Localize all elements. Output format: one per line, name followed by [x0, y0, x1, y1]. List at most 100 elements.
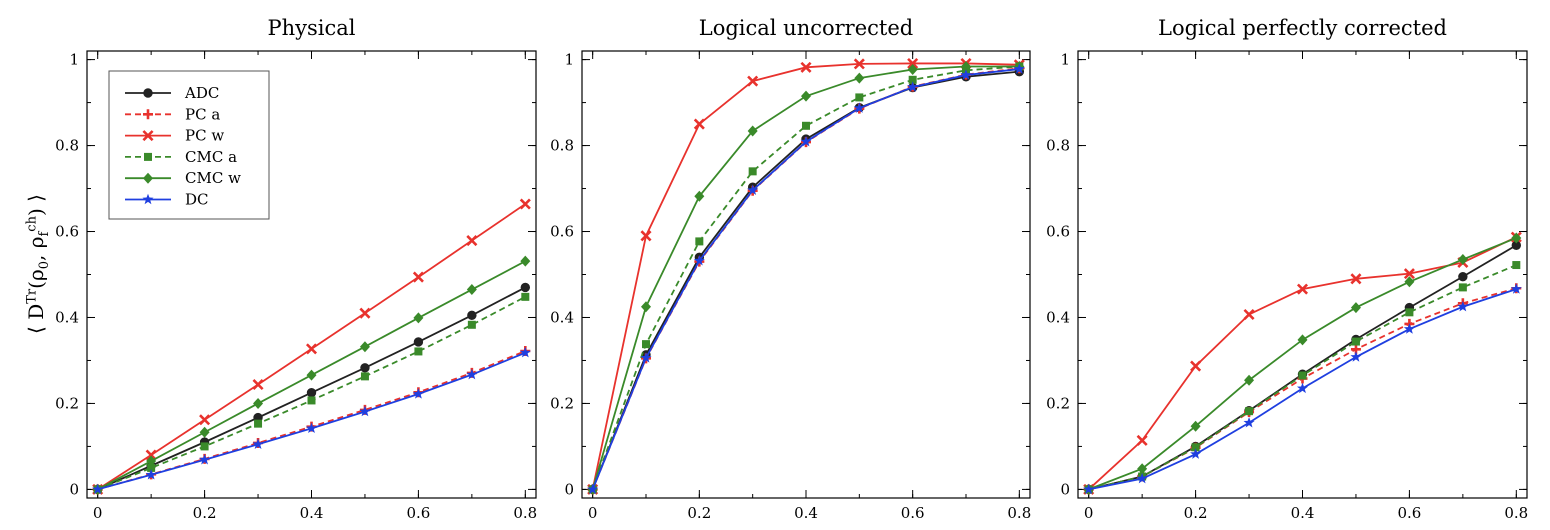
- data-point: [414, 347, 423, 356]
- y-tick-label: 0.6: [55, 223, 79, 241]
- data-point: [147, 463, 156, 472]
- data-point: [1190, 360, 1202, 372]
- data-point: [908, 75, 917, 84]
- legend-marker: [143, 88, 153, 98]
- data-point: [1137, 463, 1148, 475]
- data-point: [1350, 351, 1362, 362]
- series-line: [97, 203, 526, 491]
- legend-box: [108, 70, 270, 220]
- y-tick-label: 0.4: [1046, 308, 1070, 326]
- data-point: [1457, 300, 1469, 312]
- data-point: [1296, 382, 1309, 394]
- data-point: [1013, 63, 1025, 74]
- data-point: [306, 387, 317, 398]
- data-point: [853, 58, 865, 70]
- data-point: [521, 292, 530, 301]
- data-point: [199, 414, 211, 426]
- x-tick-label: 0.6: [1397, 504, 1421, 522]
- data-point: [520, 255, 531, 267]
- data-point: [1190, 448, 1202, 459]
- data-point: [360, 363, 370, 373]
- data-point: [466, 235, 478, 247]
- series-line: [1088, 236, 1517, 491]
- y-tick-label: 1: [564, 51, 574, 69]
- data-point: [1458, 283, 1467, 292]
- data-point: [1298, 371, 1307, 380]
- series-line: [591, 67, 1020, 490]
- data-point: [1190, 420, 1201, 432]
- data-point: [1405, 308, 1414, 317]
- legend-label: DC: [185, 191, 209, 209]
- data-point: [466, 368, 478, 380]
- data-point: [305, 422, 318, 434]
- data-point: [413, 312, 424, 324]
- series-line: [591, 65, 1020, 490]
- x-tick-label: 0.2: [687, 504, 711, 522]
- data-point: [359, 341, 370, 353]
- y-axis-label: ⟨ DTr(ρ0, ρfch) ⟩: [24, 194, 52, 334]
- data-point: [1403, 268, 1415, 280]
- plot-frame: [86, 50, 537, 499]
- data-point: [199, 453, 211, 465]
- data-point: [907, 81, 919, 92]
- data-point: [360, 372, 369, 381]
- data-point: [305, 343, 318, 355]
- x-tick-label: 0.8: [1007, 504, 1031, 522]
- legend-label: PC a: [185, 105, 220, 123]
- y-tick-label: 0.8: [550, 137, 574, 155]
- series-cmc-w: [1083, 232, 1522, 495]
- data-point: [1511, 232, 1522, 244]
- data-point: [306, 369, 317, 381]
- legend-item: PC a: [125, 105, 220, 123]
- data-point: [907, 57, 919, 69]
- data-point: [1136, 472, 1148, 484]
- data-point: [640, 352, 652, 363]
- data-point: [800, 61, 812, 73]
- data-point: [520, 282, 531, 293]
- legend-marker: [143, 109, 153, 120]
- y-tick-label: 0.2: [550, 394, 574, 412]
- data-point: [412, 271, 424, 283]
- y-tick-label: 0: [1060, 480, 1070, 498]
- plot-frame: [1077, 50, 1528, 499]
- panel-title: Physical: [267, 16, 355, 40]
- data-point: [1136, 434, 1148, 446]
- data-point: [641, 301, 651, 313]
- data-point: [854, 72, 865, 84]
- data-point: [853, 102, 865, 113]
- data-point: [467, 310, 477, 321]
- data-point: [200, 442, 209, 451]
- legend-label: ADC: [184, 84, 219, 102]
- legend-marker: [143, 172, 153, 184]
- series-line: [591, 70, 1020, 490]
- series-cmc-a: [588, 62, 1024, 494]
- data-point: [252, 438, 264, 449]
- x-tick-label: 0.6: [406, 504, 430, 522]
- x-tick-label: 0.4: [300, 504, 324, 522]
- data-point: [1458, 271, 1468, 282]
- data-point: [640, 230, 652, 242]
- data-point: [1351, 337, 1360, 346]
- series-dc: [1083, 283, 1522, 495]
- data-point: [92, 483, 104, 495]
- data-point: [1510, 283, 1522, 294]
- series-dc: [92, 346, 531, 495]
- data-point: [802, 121, 810, 130]
- data-point: [960, 69, 972, 80]
- legend-item: DC: [125, 191, 209, 209]
- y-tick-label: 0.4: [55, 308, 79, 326]
- data-point: [855, 93, 864, 102]
- legend-marker: [142, 193, 154, 205]
- legend-label: CMC a: [185, 148, 237, 166]
- series-adc: [92, 282, 531, 495]
- data-point: [587, 483, 599, 495]
- data-point: [412, 388, 424, 399]
- data-point: [1243, 308, 1255, 320]
- legend-item: PC w: [125, 127, 224, 145]
- series-adc: [587, 66, 1025, 495]
- legend-item: CMC a: [125, 148, 237, 166]
- data-point: [694, 190, 705, 202]
- data-point: [907, 63, 918, 75]
- data-point: [519, 346, 531, 358]
- data-point: [1350, 302, 1361, 314]
